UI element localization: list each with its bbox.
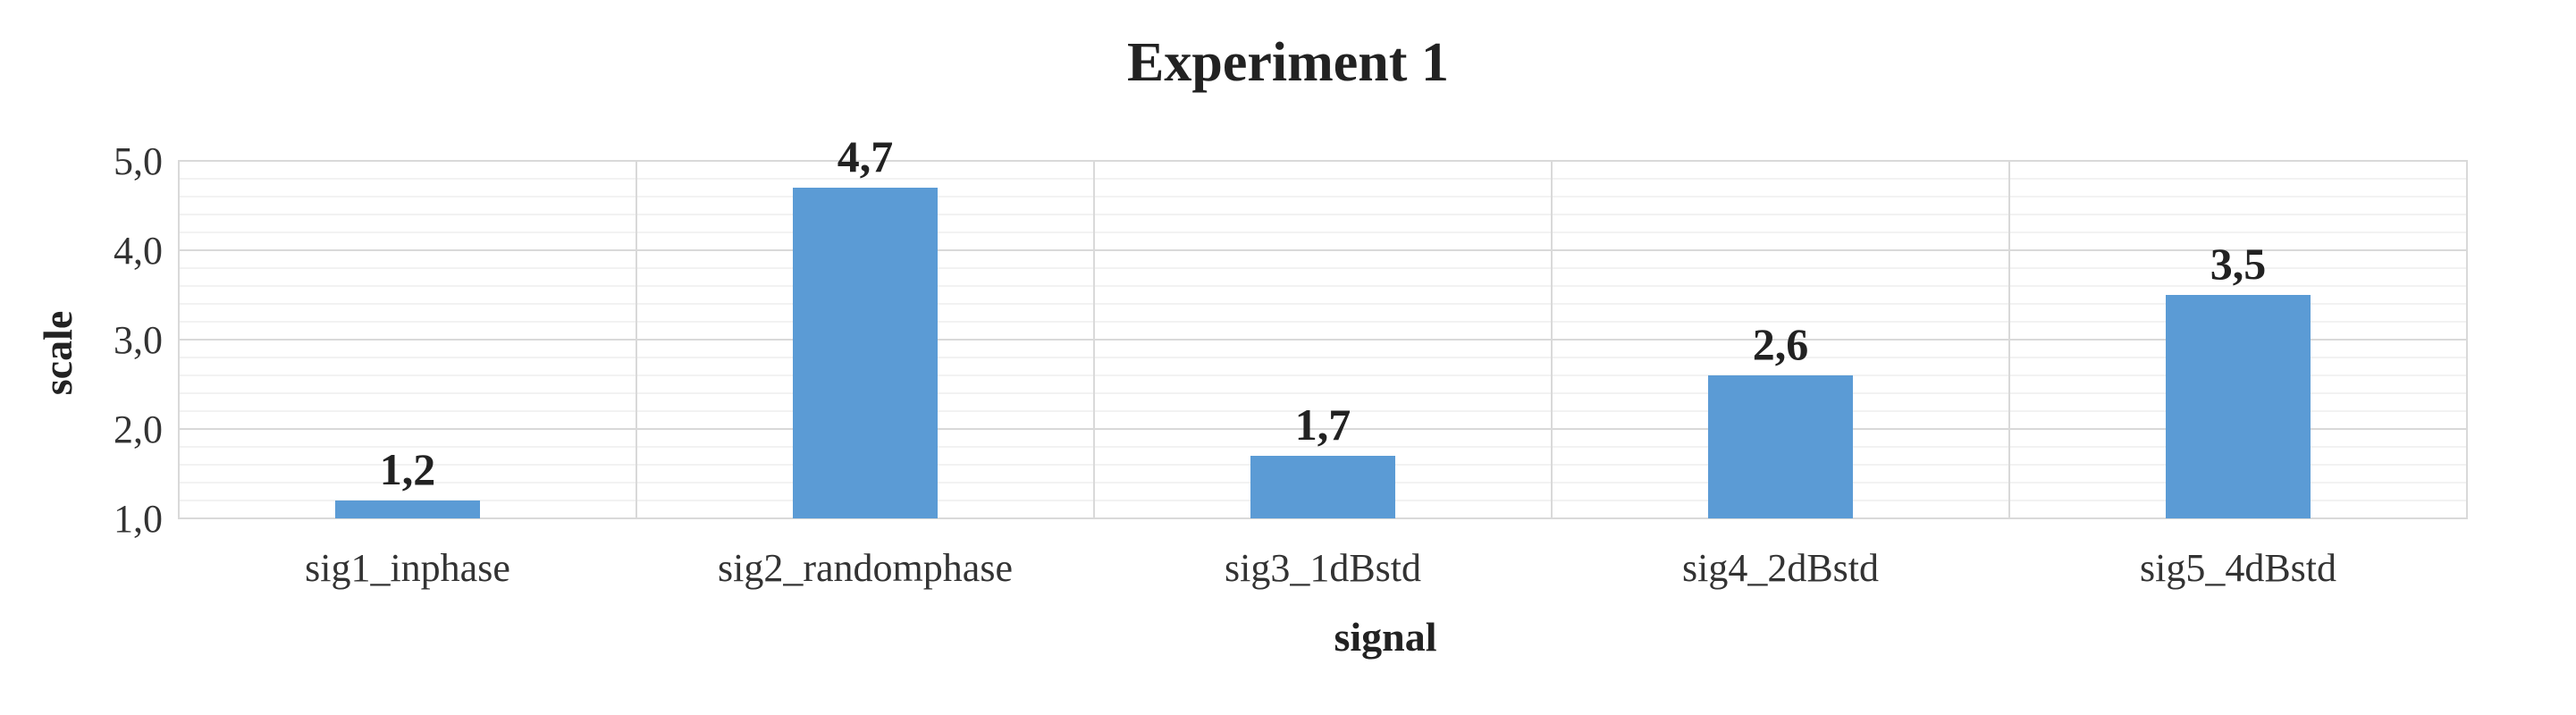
- y-tick-label: 4,0: [114, 229, 163, 273]
- data-label-sig4_2dBstd: 2,6: [1753, 319, 1809, 369]
- axis-layer: 1,0 2,0 3,0 4,0 5,0 sig1_inphase sig2_randomph…: [114, 139, 2336, 590]
- data-label-sig3_1dBstd: 1,7: [1295, 400, 1351, 450]
- x-tick-label: sig5_4dBstd: [2140, 546, 2336, 590]
- y-tick-label: 1,0: [114, 497, 163, 541]
- bar-sig4_2dBstd: [1708, 375, 1853, 518]
- data-label-sig5_4dBstd: 3,5: [2210, 239, 2267, 289]
- bar-sig3_1dBstd: [1250, 456, 1395, 518]
- bar-sig1_inphase: [335, 500, 480, 518]
- x-tick-label: sig4_2dBstd: [1682, 546, 1879, 590]
- bars-layer: [335, 188, 2311, 518]
- x-tick-label: sig1_inphase: [305, 546, 510, 590]
- labels-layer: 1,2 4,7 1,7 2,6 3,5: [380, 131, 2267, 494]
- bar-sig5_4dBstd: [2166, 295, 2311, 518]
- x-tick-label: sig2_randomphase: [718, 546, 1013, 590]
- data-label-sig2_randomphase: 4,7: [838, 131, 894, 181]
- x-tick-label: sig3_1dBstd: [1225, 546, 1421, 590]
- y-tick-label: 3,0: [114, 318, 163, 362]
- y-tick-label: 2,0: [114, 408, 163, 451]
- chart-title: Experiment 1: [1127, 32, 1449, 93]
- y-axis-title: scale: [35, 311, 80, 396]
- x-axis-title: signal: [1334, 614, 1436, 660]
- bar-sig2_randomphase: [793, 188, 938, 518]
- data-label-sig1_inphase: 1,2: [380, 444, 436, 494]
- y-tick-label: 5,0: [114, 139, 163, 183]
